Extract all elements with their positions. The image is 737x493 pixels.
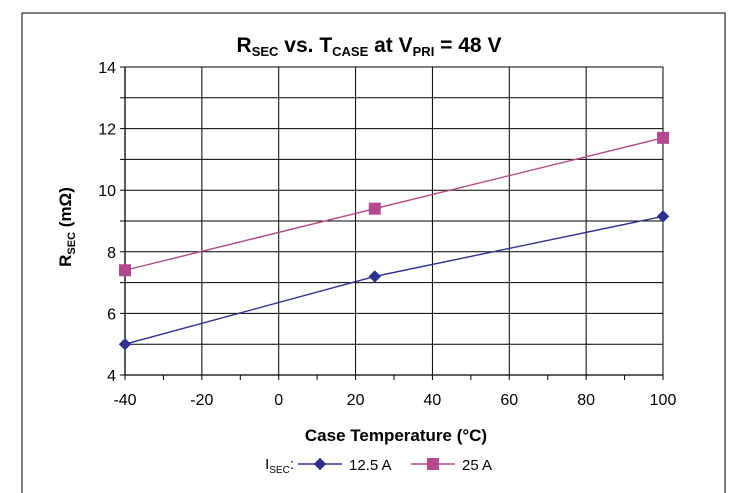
x-tick-label: -20	[190, 392, 213, 409]
legend-prefix-main: I	[265, 456, 269, 473]
legend: ISEC: 12.5 A 25 A	[265, 456, 492, 476]
legend-prefix-sub: SEC	[269, 465, 290, 476]
series-1-point	[118, 337, 132, 351]
chart-title: RSEC vs. TCASE at VPRI = 48 V	[237, 34, 502, 59]
title-t: T	[319, 34, 332, 57]
x-axis-label: Case Temperature (°C)	[305, 426, 487, 445]
title-tail: = 48 V	[434, 34, 501, 57]
title-r-sub: SEC	[252, 44, 279, 59]
x-tick-label: 40	[424, 392, 442, 409]
legend-entry-1-marker	[313, 457, 327, 471]
series-1-point	[368, 270, 381, 283]
legend-entry-2-label: 25 A	[462, 457, 492, 474]
ylabel-unit: (mΩ)	[56, 187, 75, 232]
title-t-sub: CASE	[332, 44, 368, 59]
y-tick-label: 10	[98, 183, 116, 200]
x-tick-label: -40	[113, 392, 136, 409]
title-v-sub: PRI	[413, 44, 435, 59]
title-v: V	[399, 34, 413, 57]
series	[118, 131, 670, 351]
x-tick-label: 100	[650, 392, 677, 409]
title-r: R	[237, 34, 252, 57]
series-1-point	[656, 210, 670, 223]
legend-entry-2-marker	[427, 458, 439, 470]
x-tick-label: 60	[500, 392, 518, 409]
series-2-point	[657, 131, 669, 144]
series-2-point	[119, 264, 131, 277]
legend-prefix: ISEC:	[265, 456, 294, 476]
y-tick-label: 8	[107, 245, 116, 262]
title-vs: vs.	[278, 34, 319, 57]
x-tick-label: 0	[274, 392, 283, 409]
chart-border	[21, 12, 726, 493]
x-tick-label: 80	[577, 392, 595, 409]
y-tick-label: 6	[107, 306, 116, 323]
axes: 4 6 8 10 12 14 -40 -20 0 20 40 60 80 100	[98, 60, 676, 409]
ylabel-sub: SEC	[66, 232, 78, 255]
y-axis-label: RSEC (mΩ)	[56, 187, 78, 267]
legend-entry-1-label: 12.5 A	[349, 457, 392, 474]
x-tick-label: 20	[347, 392, 365, 409]
y-tick-label: 14	[98, 60, 116, 77]
legend-prefix-colon: :	[290, 456, 294, 473]
title-at: at	[368, 34, 398, 57]
ylabel-main: R	[56, 255, 75, 267]
legend-entries: 12.5 A 25 A	[298, 457, 492, 474]
series-2-point	[368, 202, 381, 215]
y-tick-label: 12	[98, 122, 116, 139]
y-tick-label: 4	[107, 368, 116, 385]
